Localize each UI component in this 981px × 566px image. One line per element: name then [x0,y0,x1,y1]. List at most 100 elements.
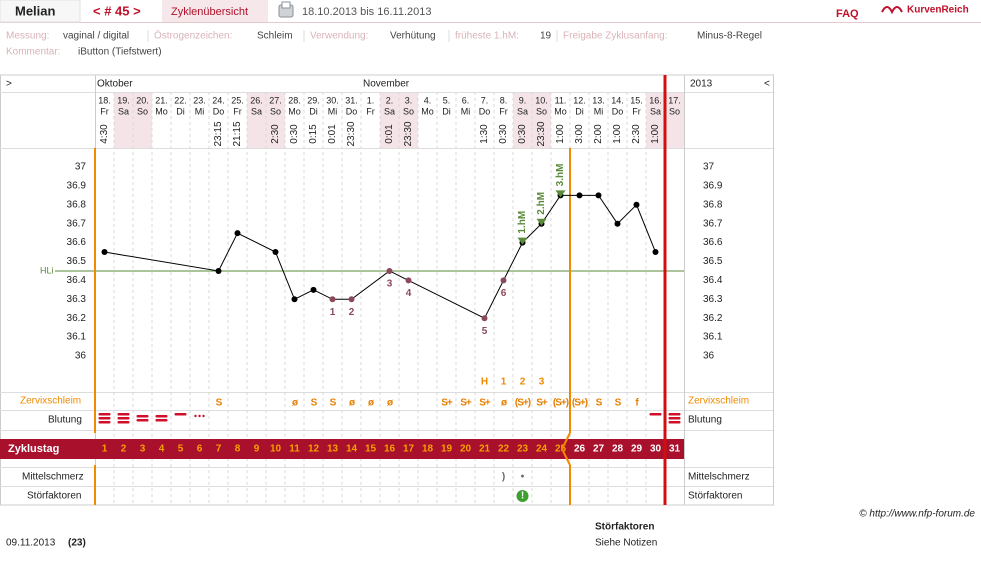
cycle-nav[interactable]: < # 45 > [93,3,141,18]
cycle-day-row [0,439,684,459]
cycle-day: 30 [650,444,662,455]
bleeding-mark [174,413,187,416]
info-label: früheste 1.hM: [455,31,519,42]
weekday: Fr [366,106,375,116]
temperature-point [405,277,412,284]
info-value: Verhütung [390,31,436,42]
cycle-day: 10 [270,444,282,455]
date: 18. [98,95,111,105]
y-tick-label-left: 36.1 [67,332,87,343]
nav-left[interactable]: > [6,79,12,90]
bleeding-mark [668,413,681,416]
weekday: So [669,106,680,116]
date: 24. [212,95,225,105]
bleeding-mark [649,413,662,416]
notes-title: Störfaktoren [595,522,654,533]
weekday: Di [309,106,318,116]
date: 14. [611,95,624,105]
time: 0:01 [384,124,395,144]
weekend-shade [114,92,133,148]
weekday: Di [575,106,584,116]
weekday: Mi [328,106,338,116]
bleeding-mark [668,421,681,424]
chart-frame [0,74,774,506]
date: 1. [367,95,375,105]
row-label: Störfaktoren [688,491,742,502]
time: 23:15 [213,121,224,146]
disturbance-mark: ! [521,491,524,502]
row-label: Störfaktoren [27,491,81,502]
y-tick-label-left: 36.8 [67,199,87,210]
cycle-day: 20 [460,444,472,455]
cycle-day: 12 [308,444,320,455]
weekday: So [270,106,281,116]
y-tick-label-left: 36 [75,351,87,362]
cycle-day: 21 [479,444,491,455]
time: 4:30 [99,124,110,144]
bleeding-mark [98,413,111,416]
mucus-entry: S+ [441,398,453,409]
date: 12. [573,95,586,105]
date: 21. [155,95,168,105]
date: 22. [174,95,187,105]
cycle-day: 18 [422,444,434,455]
user-name: Melian [15,3,56,18]
low-label: 6 [501,288,507,299]
pain-mark: ) [502,472,505,483]
date: 30. [326,95,339,105]
mucus-peak-label: 3 [539,377,545,388]
temperature-point [614,220,621,227]
cycle-day: 2 [121,444,127,455]
tab-label[interactable]: Zyklenübersicht [171,6,248,18]
bleeding-mark [155,415,168,418]
cycle-day: 5 [178,444,184,455]
date: 27. [269,95,282,105]
time: 1:00 [650,124,661,144]
y-tick-label-right: 36.5 [703,256,723,267]
time: 3:00 [574,124,585,144]
info-label: Verwendung: [310,31,368,42]
temperature-point [291,296,298,303]
row-label: Mittelschmerz [688,472,750,483]
y-tick-label-right: 36.2 [703,313,723,324]
peak-marker [536,218,547,226]
temperature-point [101,249,108,256]
weekday: Do [346,106,358,116]
weekend-shade [399,92,418,148]
nav-right: < [764,79,770,90]
bleeding-mark [98,421,111,424]
weekday: Sa [118,106,129,116]
mucus-peak-label: H [481,377,488,388]
date: 23. [193,95,206,105]
weekday: So [137,106,148,116]
peak-marker [555,190,566,198]
date: 31. [345,95,358,105]
brand[interactable]: KurvenReich [907,5,969,16]
y-tick-label-left: 36.5 [67,256,87,267]
temperature-point [348,296,355,303]
print-icon[interactable] [278,1,294,18]
date: 29. [307,95,320,105]
temperature-point [215,267,222,274]
temperature-point [386,267,393,274]
info-label: Freigabe Zyklusanfang: [563,31,668,42]
tab[interactable] [162,0,268,22]
mucus-entry: ø [349,398,356,409]
mucus-entry: S+ [536,398,548,409]
faq-link[interactable]: FAQ [836,8,859,20]
weekday: Mo [421,106,434,116]
time: 0:01 [327,124,338,144]
copyright: © http://www.nfp-forum.de [859,509,975,520]
mucus-entry: (S+) [572,398,588,409]
weekday: Fr [499,106,508,116]
date: 11. [555,95,567,105]
low-label: 2 [349,307,355,318]
date: 7. [481,95,489,105]
date: 26. [250,95,263,105]
cycle-day: 17 [403,444,415,455]
weekday: Mo [554,106,567,116]
date: 15. [630,95,643,105]
top-bar [0,0,981,22]
